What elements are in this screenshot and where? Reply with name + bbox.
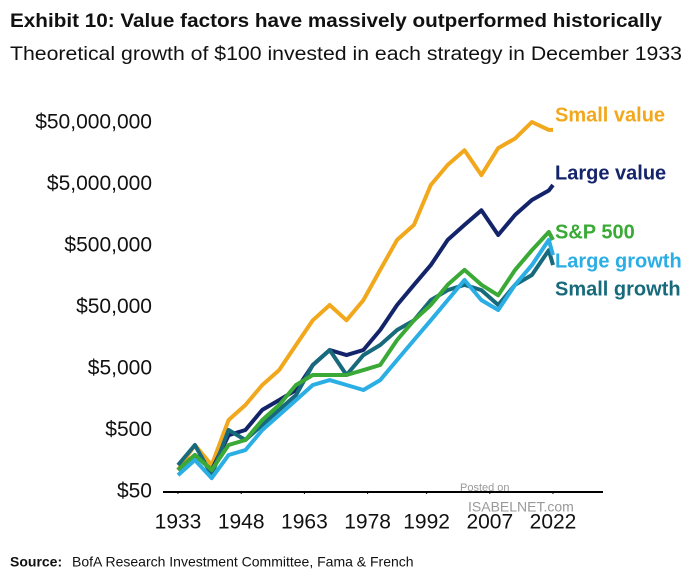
- x-tick-label: 2007: [466, 511, 513, 534]
- x-tick-label: 2022: [530, 511, 577, 534]
- series-line: [176, 120, 553, 472]
- series-line: [176, 248, 555, 478]
- watermark: Posted on: [460, 482, 510, 494]
- x-tick-label: 1992: [403, 511, 450, 534]
- chart-subtitle: Theoretical growth of $100 invested in e…: [10, 44, 682, 65]
- chart-title: Exhibit 10: Value factors have massively…: [10, 11, 662, 32]
- series-label: S&P 500: [555, 221, 635, 243]
- series-label: Small growth: [555, 278, 681, 300]
- y-tick-label: $50: [117, 480, 152, 503]
- y-tick-label: $500,000: [64, 234, 152, 257]
- watermark: ISABELNET.com: [468, 499, 574, 515]
- series-line: [176, 230, 555, 472]
- series-label: Large value: [555, 162, 666, 184]
- source-text: BofA Research Investment Committee, Fama…: [72, 554, 414, 570]
- y-tick-label: $5,000: [88, 357, 152, 380]
- series-line: [176, 183, 555, 472]
- source-label: Source:: [10, 554, 62, 570]
- y-tick-label: $500: [105, 418, 152, 441]
- y-tick-label: $50,000,000: [35, 111, 152, 134]
- x-tick-label: 1978: [344, 511, 391, 534]
- series-line: [176, 237, 555, 481]
- y-tick-label: $50,000: [76, 295, 152, 318]
- series-label: Small value: [555, 104, 665, 126]
- series-label: Large growth: [555, 250, 682, 272]
- x-tick-label: 1948: [218, 511, 265, 534]
- x-tick-label: 1963: [281, 511, 328, 534]
- x-tick-label: 1933: [155, 511, 202, 534]
- y-tick-label: $5,000,000: [47, 172, 152, 195]
